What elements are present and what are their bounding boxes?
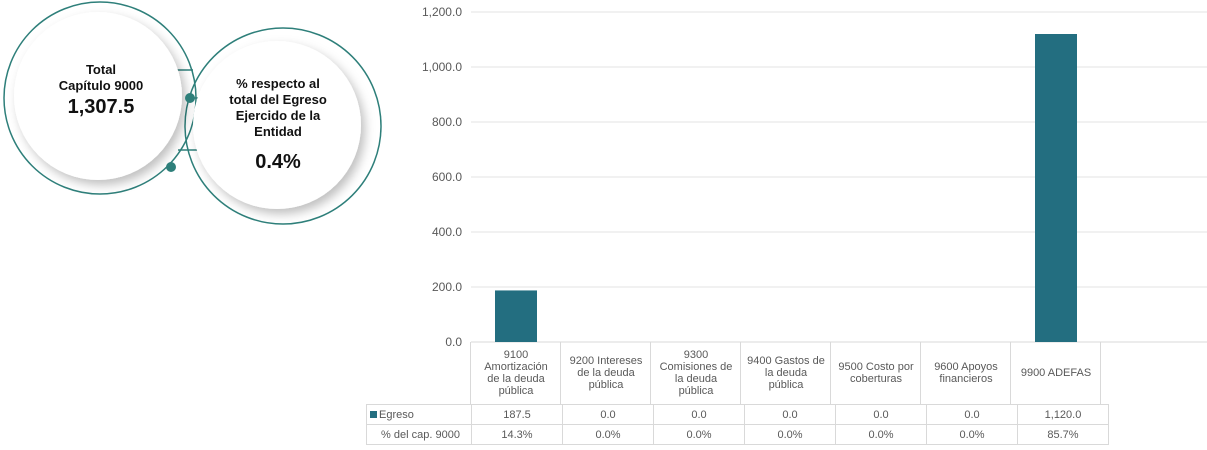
y-tick-label: 200.0 (432, 280, 462, 294)
y-tick-label: 0.0 (445, 335, 462, 349)
bar (1035, 34, 1077, 342)
legend-swatch (370, 410, 377, 418)
y-tick-label: 1,000.0 (422, 60, 462, 74)
connector-dot (185, 93, 195, 103)
bars (495, 34, 1077, 342)
table-row: Egreso 187.5 0.0 0.0 0.0 0.0 0.0 1,120.0 (366, 404, 1109, 425)
row-label: % del cap. 9000 (366, 424, 472, 445)
total-disc (14, 12, 182, 180)
kpi-circles: Total Capítulo 9000 1,307.5 % respecto a… (0, 0, 400, 230)
y-tick-label: 1,200.0 (422, 5, 462, 19)
category-label: 9500 Costo por coberturas (838, 361, 914, 385)
table-cell: 0.0% (653, 424, 745, 445)
y-axis-ticks: 0.0 200.0 400.0 600.0 800.0 1,000.0 1,200.0 (422, 5, 462, 349)
data-table: Egreso 187.5 0.0 0.0 0.0 0.0 0.0 1,120.0% del c… (366, 404, 1109, 445)
bar (495, 290, 537, 342)
kpi-circles-graphic (3, 1, 382, 225)
percent-label-line3: Ejercido de la (235, 108, 321, 123)
category-label: 9200 Intereses de la deuda pública (569, 355, 643, 391)
category-label: 9400 Gastos de la deuda pública (747, 355, 825, 391)
category-label: 9300 Comisiones de la deuda pública (659, 349, 733, 397)
table-cell: 14.3% (471, 424, 563, 445)
connector-dot (166, 162, 176, 172)
percent-kpi: % respecto al total del Egreso Ejercido … (212, 76, 344, 174)
table-cell: 1,120.0 (1017, 404, 1109, 425)
table-cell: 0.0% (835, 424, 927, 445)
category-label: 9900 ADEFAS (1020, 367, 1092, 379)
row-label: Egreso (366, 404, 472, 425)
gridlines (471, 11, 1207, 343)
table-cell: 0.0 (653, 404, 745, 425)
table-cell: 0.0% (562, 424, 654, 445)
table-cell: 0.0 (562, 404, 654, 425)
percent-label-line2: total del Egreso (229, 92, 327, 107)
table-cell: 0.0 (744, 404, 836, 425)
category-label: 9600 Apoyos financieros (934, 361, 998, 385)
total-value: 1,307.5 (67, 96, 135, 118)
percent-circle-ring (184, 27, 382, 225)
y-tick-label: 600.0 (432, 170, 462, 184)
percent-disc (193, 41, 361, 209)
category-label: 9100 Amortización de la deuda pública (484, 349, 548, 397)
table-cell: 0.0 (835, 404, 927, 425)
table-cell: 187.5 (471, 404, 563, 425)
percent-label-line1: % respecto al (236, 76, 320, 91)
table-cell: 0.0% (744, 424, 836, 445)
percent-value: 0.4% (255, 151, 301, 173)
table-cell: 0.0 (926, 404, 1018, 425)
table-cell: 85.7% (1017, 424, 1109, 445)
table-row: % del cap. 9000 14.3% 0.0% 0.0% 0.0% 0.0% 0.0%… (366, 424, 1109, 445)
total-label-line2: Capítulo 9000 (58, 78, 144, 93)
total-chapter-kpi: Total Capítulo 9000 1,307.5 (36, 62, 166, 119)
y-tick-label: 800.0 (432, 115, 462, 129)
percent-label-line4: Entidad (254, 124, 302, 139)
y-tick-label: 400.0 (432, 225, 462, 239)
total-label-line1: Total (85, 62, 117, 77)
table-cell: 0.0% (926, 424, 1018, 445)
